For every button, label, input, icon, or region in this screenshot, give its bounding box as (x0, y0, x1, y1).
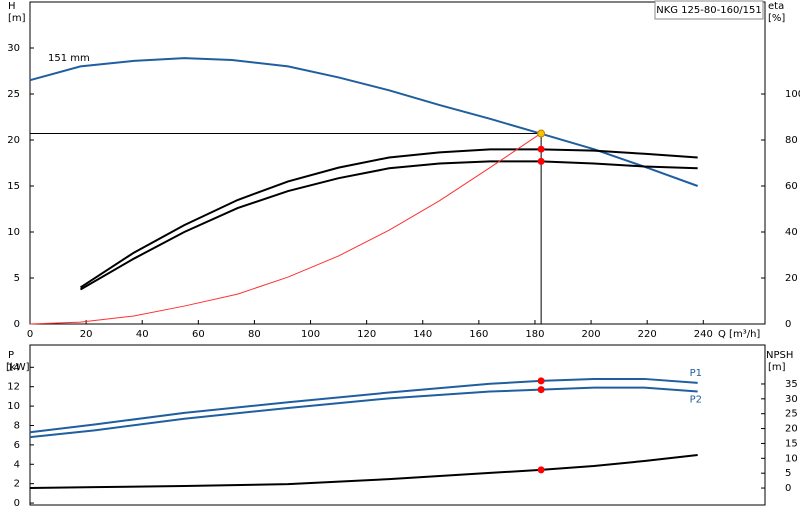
x-tick-label: 200 (582, 329, 601, 340)
y-axis-unit: [kW] (6, 362, 30, 373)
x-tick-label: 100 (301, 329, 320, 340)
x-tick-label: 120 (357, 329, 376, 340)
x-axis-label: Q [m³/h] (718, 329, 760, 340)
y2-tick-label: 80 (785, 135, 798, 146)
y-tick-label: 25 (7, 89, 20, 100)
y2-axis-label: NPSH (766, 350, 793, 361)
y-tick-label: 15 (7, 181, 20, 192)
y-tick-label: 0 (14, 319, 20, 330)
curve (29, 377, 698, 434)
x-tick-label: 80 (248, 329, 261, 340)
y-axis-label: H (8, 1, 16, 12)
x-tick-label: 240 (694, 329, 713, 340)
series-label: P1 (690, 368, 702, 379)
operating-point (537, 386, 545, 394)
y-tick-label: 6 (14, 440, 20, 451)
y2-tick-label: 40 (785, 227, 798, 238)
operating-point (537, 145, 545, 153)
y2-tick-label: 30 (785, 394, 798, 405)
y-tick-label: 8 (14, 420, 20, 431)
x-tick-label: 140 (413, 329, 432, 340)
y-tick-label: 5 (14, 273, 20, 284)
y-tick-label: 30 (7, 43, 20, 54)
title-box (654, 0, 764, 20)
operating-point (537, 157, 545, 165)
y-tick-label: 12 (7, 382, 20, 393)
y-tick-label: 20 (7, 135, 20, 146)
y2-tick-label: 20 (785, 424, 798, 435)
y-axis-unit: [m] (8, 13, 26, 24)
operating-point (537, 129, 546, 138)
y2-tick-label: 100 (785, 89, 800, 100)
curve (29, 454, 698, 490)
y2-tick-label: 25 (785, 409, 798, 420)
chart-title: NKG 125-80-160/151 (656, 5, 762, 16)
x-tick-label: 0 (27, 329, 33, 340)
y2-tick-label: 0 (785, 483, 791, 494)
curve (29, 133, 541, 325)
operating-point (537, 466, 545, 474)
curve (79, 148, 698, 289)
y-axis-label: P (8, 350, 14, 361)
series-label: P2 (690, 395, 702, 406)
y-tick-label: 0 (14, 498, 20, 509)
x-tick-label: 160 (469, 329, 488, 340)
y2-axis-unit: [%] (768, 13, 785, 24)
x-tick-label: 60 (192, 329, 205, 340)
y-tick-label: 2 (14, 479, 20, 490)
x-tick-label: 220 (638, 329, 657, 340)
y-tick-label: 4 (14, 459, 20, 470)
y-tick-label: 10 (7, 401, 20, 412)
y2-tick-label: 35 (785, 379, 798, 390)
plot-frame (29, 1, 766, 325)
y2-tick-label: 20 (785, 273, 798, 284)
y2-axis-unit: [m] (768, 362, 786, 373)
y-tick-label: 14 (7, 362, 20, 373)
curve (29, 386, 698, 439)
x-tick-label: 20 (80, 329, 93, 340)
y2-tick-label: 0 (785, 319, 791, 330)
operating-point (537, 377, 545, 385)
x-tick-label: 40 (136, 329, 149, 340)
curve (79, 160, 698, 291)
y2-tick-label: 15 (785, 438, 798, 449)
curve (29, 57, 699, 187)
curve-annotation: 151 mm (48, 53, 90, 64)
x-tick-label: 180 (525, 329, 544, 340)
y-tick-label: 10 (7, 227, 20, 238)
y2-tick-label: 10 (785, 453, 798, 464)
y2-axis-label: eta (768, 1, 784, 12)
y2-tick-label: 60 (785, 181, 798, 192)
y2-tick-label: 5 (785, 468, 791, 479)
